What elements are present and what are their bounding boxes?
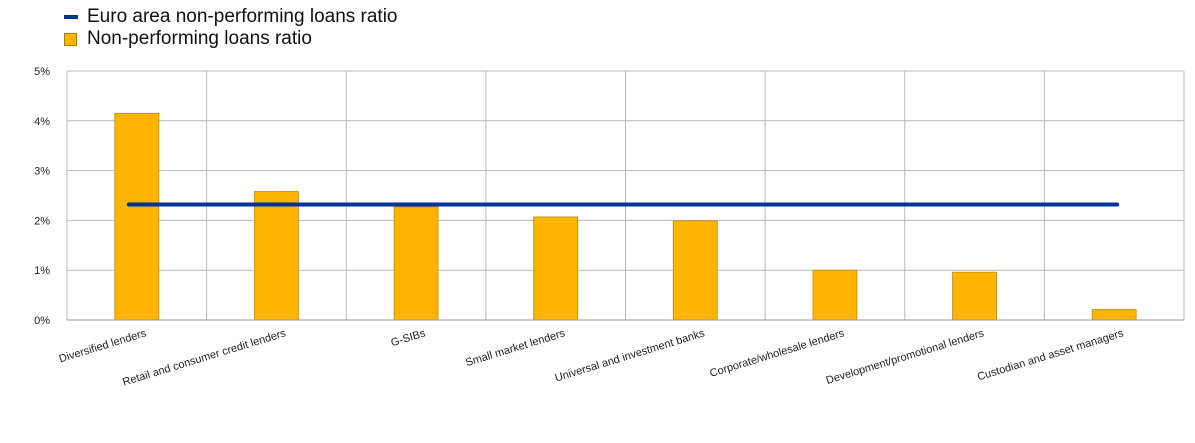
y-tick-label: 4% <box>34 116 50 128</box>
x-tick-label: Development/promotional lenders <box>825 327 986 387</box>
bar-npl-ratio <box>952 271 997 321</box>
bar-npl-ratio <box>672 220 718 321</box>
bar-npl-ratio <box>254 191 299 321</box>
bar-npl-ratio <box>533 216 579 321</box>
legend-label-euro-area: Euro area non-performing loans ratio <box>87 6 398 27</box>
x-tick-label: Diversified lenders <box>58 327 149 365</box>
x-tick-label: G-SIBs <box>390 327 428 349</box>
legend: Euro area non-performing loans ratio Non… <box>64 6 398 50</box>
bar-npl-ratio <box>393 206 439 321</box>
bar-npl-ratio <box>812 269 858 321</box>
y-tick-label: 1% <box>34 265 50 277</box>
y-tick-label: 0% <box>34 315 50 327</box>
legend-item-npl-ratio: Non-performing loans ratio <box>64 28 398 50</box>
legend-line-swatch <box>64 15 78 19</box>
y-tick-label: 5% <box>34 66 50 78</box>
legend-bar-swatch <box>64 32 77 46</box>
bar-npl-ratio <box>1091 309 1137 321</box>
x-tick-label: Corporate/wholesale lenders <box>708 327 846 380</box>
y-tick-label: 2% <box>34 215 50 227</box>
x-tick-label: Custodian and asset managers <box>976 327 1126 383</box>
legend-label-npl-ratio: Non-performing loans ratio <box>87 28 312 49</box>
bar-npl-ratio <box>114 112 160 321</box>
legend-item-euro-area: Euro area non-performing loans ratio <box>64 6 398 28</box>
x-tick-label: Universal and investment banks <box>554 327 707 384</box>
x-tick-label: Small market lenders <box>464 327 567 369</box>
y-tick-label: 3% <box>34 166 50 178</box>
